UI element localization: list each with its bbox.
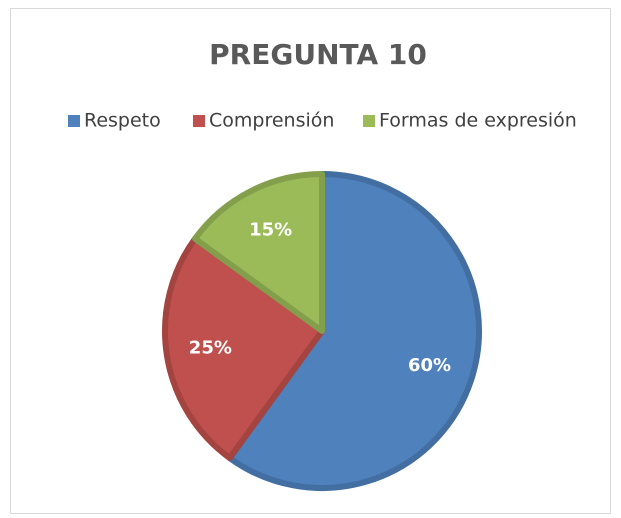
data-label: 15% [249,219,292,240]
pie-slice [162,235,325,462]
legend-swatch [68,115,80,127]
pie-slice [191,171,325,334]
legend-label: Formas de expresión [379,110,577,132]
legend-label: Comprensión [209,110,334,132]
legend-swatch [193,115,205,127]
pie-slice [226,171,482,491]
chart-title: PREGUNTA 10 [209,38,427,71]
legend-swatch [363,115,375,127]
data-label: 25% [189,338,232,359]
data-label: 60% [408,355,451,376]
legend-label: Respeto [84,110,161,132]
